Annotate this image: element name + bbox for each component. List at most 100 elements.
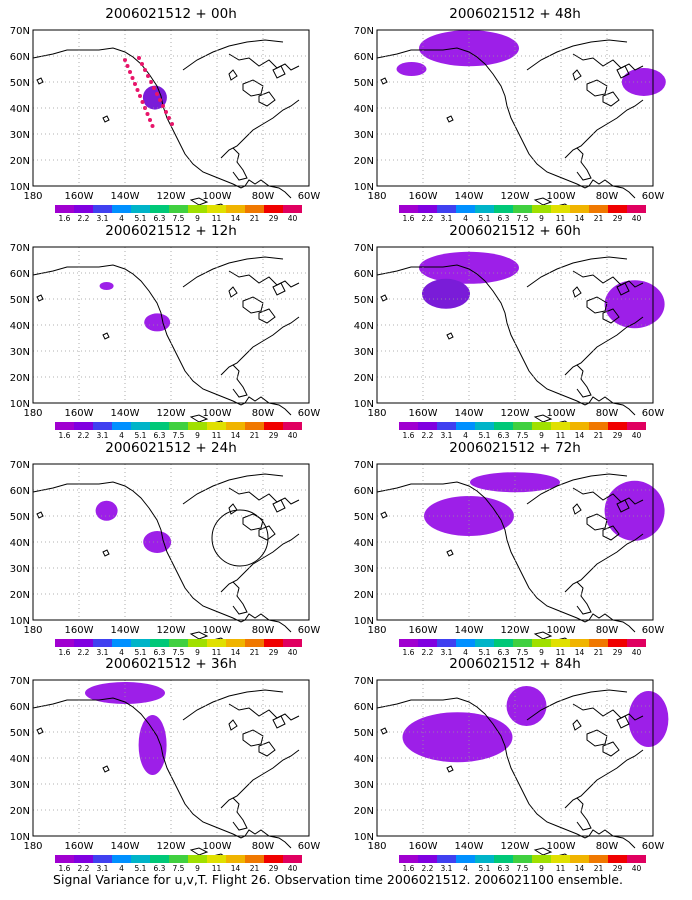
lon-tick-label: 180 bbox=[23, 625, 42, 636]
lon-tick-label: 60W bbox=[642, 191, 665, 202]
colorbar-label: 6.3 bbox=[154, 431, 166, 440]
colorbar-label: 14 bbox=[575, 431, 585, 440]
colorbar-label: 11 bbox=[212, 864, 222, 873]
lon-tick-label: 100W bbox=[203, 191, 232, 202]
colorbar-label: 7.5 bbox=[517, 431, 529, 440]
colorbar-label: 7.5 bbox=[173, 648, 185, 657]
colorbar-label: 2.2 bbox=[422, 648, 434, 657]
lat-tick-label: 20N bbox=[354, 590, 374, 601]
contour-dot bbox=[138, 94, 142, 98]
colorbar-label: 2.2 bbox=[422, 431, 434, 440]
colorbar-label: 2.2 bbox=[78, 864, 90, 873]
colorbar-segment bbox=[112, 855, 131, 863]
lat-tick-label: 60N bbox=[354, 52, 374, 63]
colorbar-label: 1.6 bbox=[59, 648, 71, 657]
colorbar-segment bbox=[418, 639, 437, 647]
colorbar-label: 3.1 bbox=[97, 648, 109, 657]
colorbar-segment bbox=[112, 205, 131, 213]
colorbar-segment bbox=[513, 855, 532, 863]
lat-tick-label: 40N bbox=[10, 538, 30, 549]
contour-dot bbox=[155, 92, 159, 96]
contour-dot bbox=[137, 56, 141, 60]
panel-title: 2006021512 + 12h bbox=[105, 223, 237, 239]
lat-tick-label: 70N bbox=[10, 26, 30, 37]
colorbar-label: 14 bbox=[231, 648, 241, 657]
contour-dot bbox=[133, 82, 137, 86]
colorbar-segment bbox=[418, 205, 437, 213]
colorbar-segment bbox=[570, 205, 589, 213]
lon-tick-label: 180 bbox=[367, 191, 386, 202]
colorbar-segment bbox=[456, 422, 475, 430]
lat-tick-label: 30N bbox=[354, 130, 374, 141]
lon-tick-label: 80W bbox=[252, 625, 275, 636]
colorbar-segment bbox=[570, 639, 589, 647]
lon-tick-label: 140W bbox=[455, 191, 484, 202]
lat-tick-label: 60N bbox=[10, 486, 30, 497]
colorbar-label: 14 bbox=[575, 214, 585, 223]
lat-tick-label: 60N bbox=[354, 269, 374, 280]
lat-tick-label: 70N bbox=[10, 243, 30, 254]
colorbar-label: 9 bbox=[539, 214, 544, 223]
colorbar-segment bbox=[627, 855, 646, 863]
colorbar-label: 7.5 bbox=[517, 648, 529, 657]
colorbar-label: 21 bbox=[250, 648, 260, 657]
colorbar-label: 40 bbox=[632, 648, 642, 657]
colorbar-label: 4 bbox=[119, 864, 124, 873]
lon-tick-label: 100W bbox=[203, 625, 232, 636]
colorbar-segment bbox=[74, 205, 93, 213]
contour-dot bbox=[164, 110, 168, 114]
lat-tick-label: 40N bbox=[10, 321, 30, 332]
colorbar-label: 11 bbox=[556, 431, 566, 440]
colorbar-segment bbox=[437, 639, 456, 647]
colorbar-segment bbox=[93, 205, 112, 213]
colorbar-segment bbox=[608, 205, 627, 213]
lon-tick-label: 140W bbox=[111, 625, 140, 636]
lon-tick-label: 80W bbox=[252, 191, 275, 202]
colorbar-segment bbox=[93, 422, 112, 430]
colorbar-segment bbox=[283, 205, 302, 213]
lat-tick-label: 50N bbox=[354, 728, 374, 739]
lon-tick-label: 140W bbox=[111, 841, 140, 852]
colorbar-segment bbox=[169, 855, 188, 863]
lon-tick-label: 180 bbox=[367, 841, 386, 852]
colorbar-segment bbox=[494, 422, 513, 430]
lon-tick-label: 60W bbox=[298, 625, 321, 636]
map-panel: 2006021512 + 36h 180 160W 140W 120W 100W 80W 60… bbox=[10, 656, 321, 873]
colorbar-segment bbox=[418, 422, 437, 430]
colorbar-label: 4 bbox=[119, 648, 124, 657]
colorbar-segment bbox=[608, 639, 627, 647]
colorbar-label: 21 bbox=[250, 214, 260, 223]
colorbar-segment bbox=[188, 855, 207, 863]
colorbar-segment bbox=[513, 205, 532, 213]
colorbar-label: 11 bbox=[212, 648, 222, 657]
colorbar-segment bbox=[399, 422, 418, 430]
signal-variance-shading bbox=[402, 712, 513, 763]
lon-tick-label: 160W bbox=[65, 408, 94, 419]
contour-dot bbox=[149, 80, 153, 84]
lat-tick-label: 20N bbox=[10, 806, 30, 817]
map-frame bbox=[32, 679, 310, 837]
colorbar-segment bbox=[169, 639, 188, 647]
colorbar-label: 21 bbox=[594, 214, 604, 223]
colorbar-segment bbox=[74, 639, 93, 647]
colorbar-label: 5.1 bbox=[479, 648, 491, 657]
lon-tick-label: 60W bbox=[298, 841, 321, 852]
colorbar-segment bbox=[93, 855, 112, 863]
lat-tick-label: 60N bbox=[354, 702, 374, 713]
colorbar-segment bbox=[437, 422, 456, 430]
colorbar-segment bbox=[399, 639, 418, 647]
lon-tick-label: 180 bbox=[23, 408, 42, 419]
colorbar-segment bbox=[627, 422, 646, 430]
lat-tick-label: 70N bbox=[354, 460, 374, 471]
panel-title: 2006021512 + 84h bbox=[449, 656, 581, 672]
colorbar-segment bbox=[169, 205, 188, 213]
colorbar-label: 40 bbox=[288, 648, 298, 657]
lat-tick-label: 10N bbox=[10, 399, 30, 410]
colorbar-label: 14 bbox=[231, 864, 241, 873]
colorbar-label: 29 bbox=[613, 214, 623, 223]
colorbar-segment bbox=[245, 639, 264, 647]
panel-title: 2006021512 + 72h bbox=[449, 440, 581, 456]
colorbar-segment bbox=[93, 639, 112, 647]
colorbar-segment bbox=[264, 855, 283, 863]
colorbar-segment bbox=[283, 639, 302, 647]
